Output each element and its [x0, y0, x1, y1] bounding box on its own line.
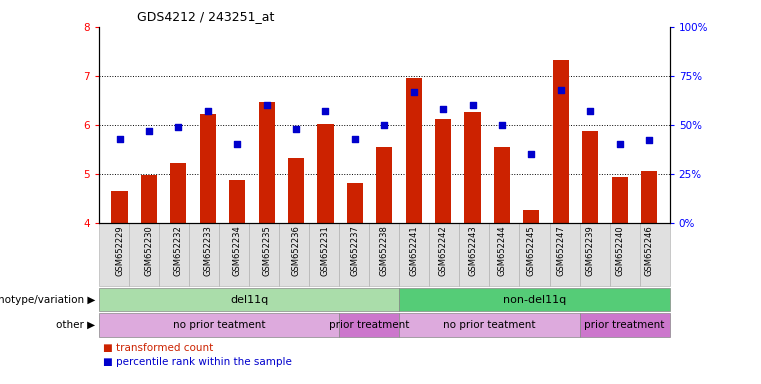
Point [172, 124, 184, 130]
Text: non-del11q: non-del11q [503, 295, 566, 305]
Point [584, 108, 597, 114]
Point [143, 127, 155, 134]
Text: other ▶: other ▶ [56, 320, 95, 330]
Text: no prior teatment: no prior teatment [443, 320, 536, 330]
Point [202, 108, 214, 114]
Bar [170, 163, 186, 223]
Bar [347, 182, 363, 223]
Bar [552, 60, 569, 223]
Point [437, 106, 449, 112]
Text: no prior teatment: no prior teatment [173, 320, 266, 330]
Bar [199, 114, 216, 223]
Text: GDS4212 / 243251_at: GDS4212 / 243251_at [137, 10, 275, 23]
Bar [288, 157, 304, 223]
Text: prior treatment: prior treatment [584, 320, 665, 330]
Bar [582, 131, 598, 223]
Point [466, 102, 479, 108]
Point [113, 136, 126, 142]
Point [496, 122, 508, 128]
Bar [111, 191, 128, 223]
Point [525, 151, 537, 157]
Bar [259, 102, 275, 223]
Bar [141, 175, 157, 223]
Point [260, 102, 272, 108]
Bar [494, 147, 510, 223]
Bar [406, 78, 422, 223]
Bar [435, 119, 451, 223]
Text: prior treatment: prior treatment [329, 320, 409, 330]
Bar [376, 147, 393, 223]
Point [320, 108, 332, 114]
Point [378, 122, 390, 128]
Point [613, 141, 626, 147]
Bar [524, 210, 540, 223]
Bar [464, 112, 481, 223]
Bar [641, 171, 658, 223]
Point [555, 86, 567, 93]
Text: genotype/variation ▶: genotype/variation ▶ [0, 295, 95, 305]
Point [290, 126, 302, 132]
Point [349, 136, 361, 142]
Point [408, 88, 420, 94]
Text: ■ transformed count: ■ transformed count [103, 343, 213, 353]
Point [643, 137, 655, 144]
Bar [612, 177, 628, 223]
Text: del11q: del11q [230, 295, 268, 305]
Text: ■ percentile rank within the sample: ■ percentile rank within the sample [103, 357, 291, 367]
Bar [317, 124, 333, 223]
Point [231, 141, 244, 147]
Bar [229, 180, 245, 223]
